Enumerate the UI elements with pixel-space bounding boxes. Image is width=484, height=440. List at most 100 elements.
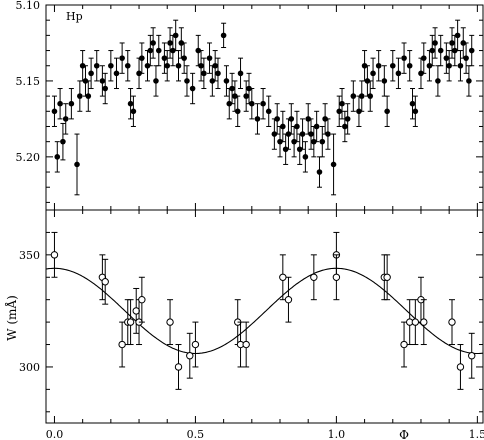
data-point (153, 78, 159, 84)
data-point (215, 70, 221, 77)
data-point (54, 154, 61, 160)
data-point (282, 146, 289, 153)
data-point (212, 62, 218, 69)
data-point (401, 55, 407, 61)
data-point (175, 62, 182, 69)
data-point (356, 108, 362, 115)
data-point (381, 78, 388, 84)
data-point (468, 352, 476, 360)
data-point (400, 340, 408, 349)
data-point (325, 131, 331, 137)
data-point (468, 47, 475, 54)
data-point (99, 78, 106, 84)
data-point (466, 78, 472, 84)
data-point (246, 85, 252, 92)
data-point (126, 318, 135, 326)
data-point (463, 55, 469, 61)
data-point (299, 131, 306, 137)
data-point (209, 78, 216, 84)
data-point (364, 78, 371, 84)
data-point (62, 116, 69, 122)
data-point (411, 318, 420, 326)
data-point (344, 116, 351, 122)
data-point (232, 93, 238, 99)
data-point (174, 363, 183, 371)
x-axis: 0.0 0.5 1.0 1.5 (46, 5, 484, 440)
data-point (260, 100, 266, 107)
data-point (358, 93, 365, 99)
data-point (138, 295, 146, 304)
data-point (395, 70, 402, 77)
data-point (50, 251, 59, 259)
data-point (313, 123, 320, 130)
data-point (418, 70, 424, 77)
data-point (237, 70, 244, 77)
data-point (108, 62, 114, 69)
data-point (435, 78, 441, 84)
x-tick-label: 1.0 (328, 428, 346, 440)
data-point (285, 131, 292, 137)
data-point (429, 47, 436, 54)
data-point (389, 62, 396, 69)
x-tick-label: 1.5 (469, 428, 484, 440)
data-point (186, 352, 194, 360)
data-point (383, 273, 391, 281)
data-point (457, 62, 464, 69)
data-point (456, 363, 465, 371)
top-series (51, 19, 475, 196)
data-point (191, 340, 200, 349)
data-point (294, 123, 300, 130)
data-point (102, 85, 109, 92)
data-point (74, 161, 80, 168)
data-point (350, 93, 357, 99)
data-point (82, 78, 89, 84)
top-panel-frame (45, 4, 484, 211)
data-point (280, 123, 286, 130)
data-point (370, 70, 376, 77)
data-point (234, 108, 241, 115)
top-y-axis: 5.10 5.15 5.20 (16, 0, 483, 203)
data-point (271, 131, 278, 137)
data-point (296, 146, 303, 153)
data-point (375, 62, 382, 69)
data-point (339, 100, 345, 107)
data-point (284, 295, 293, 304)
data-point (132, 307, 140, 315)
data-point (189, 85, 196, 92)
data-point (88, 70, 94, 77)
data-point (406, 62, 413, 69)
bottom-panel-frame (45, 209, 484, 424)
data-point (93, 62, 100, 69)
data-point (420, 318, 428, 326)
data-point (181, 55, 187, 61)
data-point (172, 32, 179, 39)
bottom-y-axis: 300 350 (19, 209, 483, 413)
data-point (113, 70, 120, 77)
sinusoid-fit-line (45, 267, 484, 355)
data-point (79, 62, 86, 69)
x-tick-label: 0.5 (187, 428, 205, 440)
data-point (101, 278, 109, 286)
data-point (220, 32, 227, 39)
data-point (243, 93, 249, 99)
data-point (384, 108, 390, 115)
data-point (166, 318, 174, 326)
data-point (412, 108, 419, 115)
y-tick-label: 350 (19, 249, 40, 262)
x-tick-label: 0.0 (46, 428, 64, 440)
data-point (336, 108, 343, 115)
y-tick-label: 5.20 (16, 151, 41, 164)
bottom-series (50, 231, 476, 390)
data-point (118, 340, 126, 349)
data-point (302, 154, 309, 160)
data-point (361, 62, 368, 69)
data-point (147, 47, 154, 54)
data-point (426, 62, 433, 69)
data-point (77, 93, 83, 99)
data-point (170, 47, 176, 54)
data-point (206, 55, 213, 61)
data-point (420, 55, 427, 61)
data-point (167, 40, 173, 46)
data-point (443, 55, 450, 61)
